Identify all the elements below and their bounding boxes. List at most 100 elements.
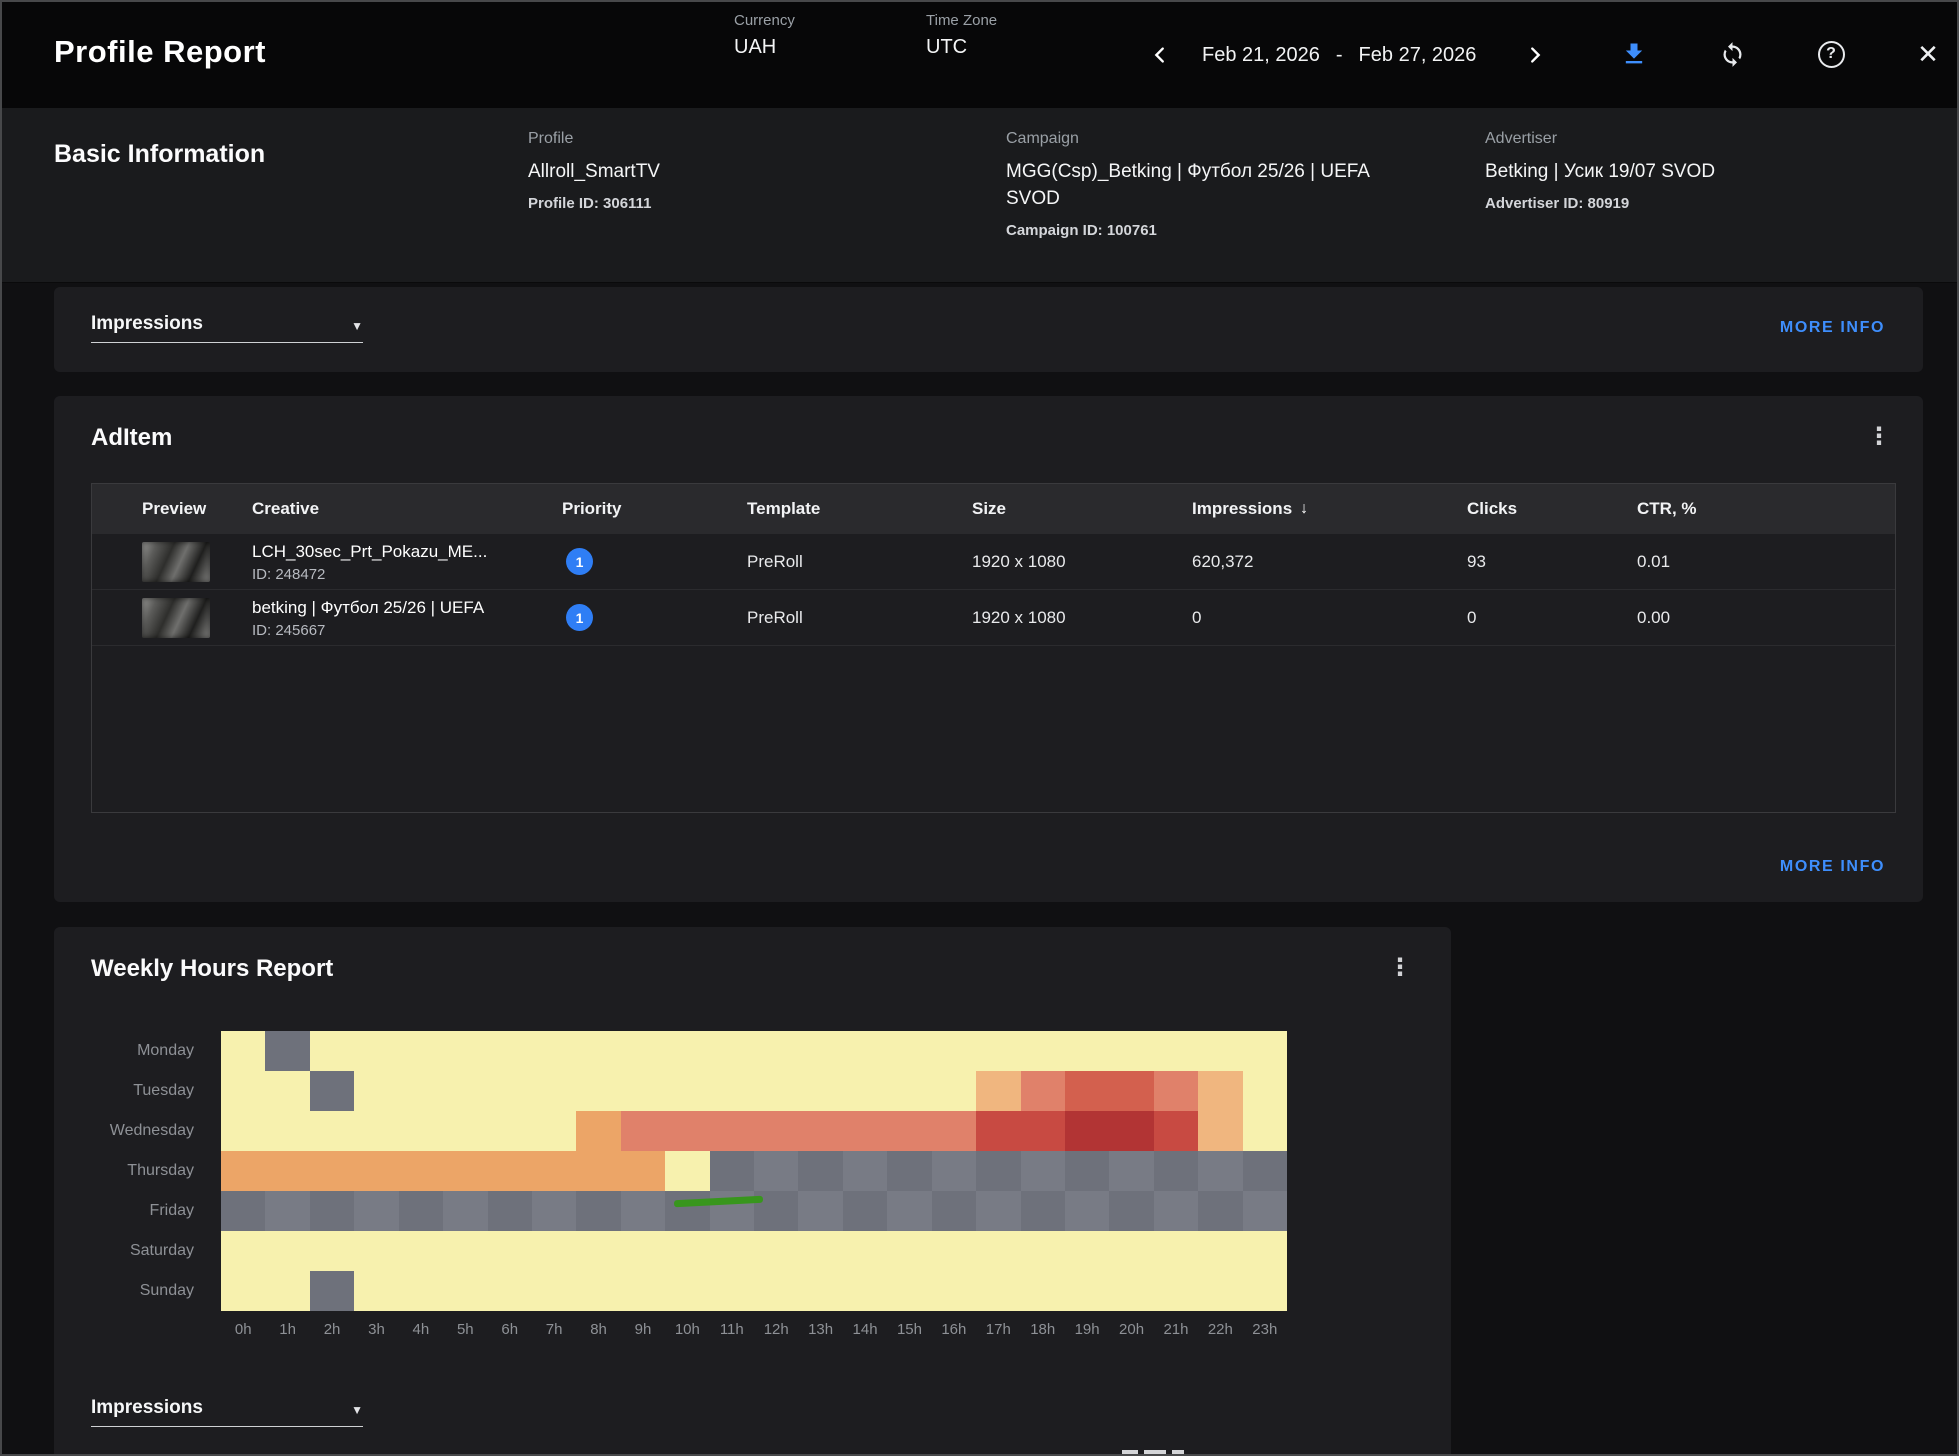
- download-icon[interactable]: [1618, 38, 1650, 70]
- clipped-content-fragment: [1122, 1450, 1138, 1454]
- chevron-left-icon[interactable]: [1145, 38, 1175, 72]
- refresh-icon[interactable]: [1716, 38, 1748, 70]
- advertiser-id: Advertiser ID: 80919: [1485, 195, 1630, 212]
- heatmap-cell: [887, 1271, 932, 1311]
- heatmap-cell: [576, 1111, 621, 1151]
- advertiser-label: Advertiser: [1485, 130, 1558, 147]
- heatmap-cell: [842, 1271, 888, 1311]
- profile-label: Profile: [528, 130, 574, 147]
- chevron-right-icon[interactable]: [1520, 38, 1550, 72]
- hour-label: 4h: [412, 1321, 430, 1338]
- heatmap-cell: [576, 1231, 621, 1271]
- heatmap-cell: [1109, 1151, 1154, 1191]
- heatmap-cell: [1242, 1231, 1287, 1271]
- hour-label: 23h: [1252, 1321, 1278, 1338]
- heatmap-cell: [531, 1031, 577, 1071]
- heatmap-cell: [1109, 1031, 1154, 1071]
- more-info-link[interactable]: MORE INFO: [1779, 858, 1885, 875]
- heatmap-cell: [620, 1271, 666, 1311]
- kebab-menu-icon[interactable]: ⋮: [1867, 422, 1891, 450]
- currency-value[interactable]: UAH: [734, 36, 777, 58]
- table-row[interactable]: betking | Футбол 25/26 | UEFA ID: 245667…: [92, 590, 1895, 646]
- weekly-hours-card: Weekly Hours Report ⋮ Monday Tuesday Wedne…: [54, 927, 1451, 1454]
- heatmap-cell: [1064, 1071, 1110, 1111]
- heatmap-cell: [931, 1271, 977, 1311]
- heatmap-cell: [798, 1071, 843, 1111]
- template-cell: PreRoll: [747, 607, 803, 627]
- column-header-clicks[interactable]: Clicks: [1467, 499, 1518, 518]
- date-from: Feb 21, 2026: [1202, 43, 1320, 66]
- column-header-ctr[interactable]: CTR, %: [1637, 499, 1697, 518]
- profile-name: Allroll_SmartTV: [528, 161, 660, 182]
- day-label: Wednesday: [109, 1122, 194, 1139]
- heatmap-cell: [354, 1231, 399, 1271]
- heatmap-cell: [754, 1071, 799, 1111]
- heatmap-cell: [1153, 1191, 1199, 1231]
- heatmap-cell: [576, 1191, 621, 1231]
- column-header-preview[interactable]: Preview: [142, 499, 207, 518]
- hour-label: 19h: [1074, 1321, 1100, 1338]
- table-row[interactable]: LCH_30sec_Prt_Pokazu_ME... ID: 248472 1 …: [92, 534, 1895, 590]
- heatmap-cell: [1198, 1231, 1243, 1271]
- clipped-content-fragment: [1144, 1450, 1166, 1454]
- heatmap-cell: [265, 1231, 310, 1271]
- kebab-menu-icon[interactable]: ⋮: [1388, 953, 1412, 981]
- close-icon[interactable]: ✕: [1917, 38, 1939, 69]
- heatmap-cell: [531, 1191, 577, 1231]
- heatmap-hour-labels: 0h 1h 2h 3h 4h 5h 6h 7h 8h 9h 10h 11h 12h 13h 14h 15h 16…: [221, 1321, 1287, 1338]
- column-header-impressions[interactable]: Impressions ↓: [1192, 499, 1309, 518]
- heatmap-cell: [354, 1151, 399, 1191]
- header: Profile Report Currency UAH Time Zone UT…: [2, 2, 1957, 108]
- date-range[interactable]: Feb 21, 2026 - Feb 27, 2026: [1202, 2, 1476, 108]
- help-icon[interactable]: ?: [1815, 38, 1847, 70]
- clicks-cell: 93: [1467, 551, 1486, 571]
- metric-dropdown-value: Impressions: [91, 1397, 203, 1418]
- heatmap-cell: [1109, 1231, 1154, 1271]
- heatmap-cell: [842, 1231, 888, 1271]
- heatmap-cell: [842, 1111, 888, 1151]
- hour-label: 13h: [808, 1321, 834, 1338]
- heatmap-cell: [487, 1191, 532, 1231]
- column-header-size[interactable]: Size: [972, 499, 1007, 518]
- heatmap-cell: [976, 1191, 1021, 1231]
- heatmap-cell: [1242, 1271, 1287, 1311]
- heatmap-cell: [754, 1231, 799, 1271]
- heatmap-cell: [976, 1071, 1021, 1111]
- heatmap-cell: [1242, 1071, 1287, 1111]
- heatmap-cell: [887, 1111, 932, 1151]
- size-cell: 1920 x 1080: [972, 607, 1066, 627]
- heatmap-cell: [1109, 1111, 1154, 1151]
- heatmap-cell: [531, 1271, 577, 1311]
- day-label: Monday: [137, 1042, 194, 1059]
- column-header-template[interactable]: Template: [747, 499, 821, 518]
- timezone-value[interactable]: UTC: [926, 36, 968, 58]
- profile-id: Profile ID: 306111: [528, 195, 652, 212]
- aditem-card: AdItem ⋮ Preview Creative Priority Templ…: [54, 396, 1923, 902]
- metric-dropdown[interactable]: Impressions ▼: [91, 1397, 363, 1427]
- heatmap-cell: [221, 1111, 266, 1151]
- heatmap-cell: [398, 1231, 444, 1271]
- heatmap-cell: [665, 1071, 710, 1111]
- metric-dropdown[interactable]: Impressions ▼: [91, 313, 363, 343]
- heatmap-cell: [1198, 1071, 1243, 1111]
- heatmap-cell: [1064, 1031, 1110, 1071]
- heatmap-cell: [1198, 1191, 1243, 1231]
- more-info-link[interactable]: MORE INFO: [1779, 319, 1885, 336]
- heatmap-cell: [976, 1231, 1021, 1271]
- hour-label: 21h: [1163, 1321, 1189, 1338]
- heatmap-cell: [1153, 1151, 1199, 1191]
- hour-label: 5h: [456, 1321, 474, 1338]
- column-header-creative[interactable]: Creative: [252, 499, 320, 518]
- heatmap-cell: [665, 1031, 710, 1071]
- heatmap-cell: [931, 1231, 977, 1271]
- priority-badge: 1: [566, 604, 593, 631]
- heatmap-cell: [798, 1111, 843, 1151]
- heatmap-cell: [398, 1111, 444, 1151]
- clicks-cell: 0: [1467, 607, 1477, 627]
- sort-desc-icon: ↓: [1300, 500, 1309, 517]
- heatmap-cell: [1153, 1271, 1199, 1311]
- day-label: Tuesday: [133, 1082, 194, 1099]
- heatmap-cell: [931, 1151, 977, 1191]
- heatmap-cell: [309, 1031, 355, 1071]
- column-header-priority[interactable]: Priority: [562, 499, 622, 518]
